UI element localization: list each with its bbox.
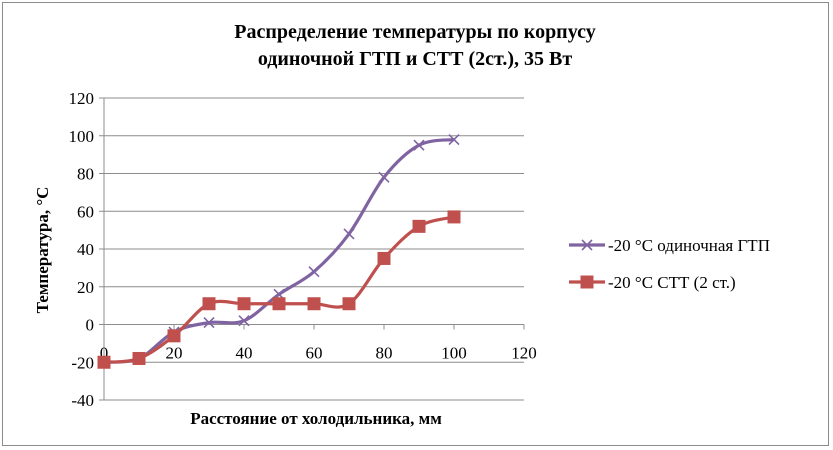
series-1-point-10 xyxy=(447,210,461,224)
y-axis-title: Температура, °С xyxy=(33,187,52,314)
series-line-0 xyxy=(103,137,455,364)
x-axis-title: Расстояние от холодильника, мм xyxy=(190,409,442,428)
series-0-point-8-stroke-b xyxy=(378,171,390,183)
series-0-point-3 xyxy=(203,317,215,329)
series-0-point-9 xyxy=(413,139,425,151)
legend-marker-0 xyxy=(581,239,593,251)
series-1-point-2 xyxy=(167,329,181,343)
x-tick-label-3: 60 xyxy=(306,344,323,363)
chart-title-line-1: Распределение температуры по корпусу xyxy=(234,21,595,43)
series-0-point-3-stroke-b xyxy=(203,317,215,329)
series-0-point-7 xyxy=(343,228,355,240)
x-tick-label-4: 80 xyxy=(376,344,393,363)
y-tick-label-7: 100 xyxy=(69,127,95,146)
series-0-point-8 xyxy=(378,171,390,183)
y-tick-label-0: -40 xyxy=(71,391,94,410)
x-tick-label-1: 20 xyxy=(166,344,183,363)
series-1 xyxy=(97,210,461,369)
series-1-point-6 xyxy=(307,297,321,311)
series-1-point-7 xyxy=(342,297,356,311)
legend-entry-0: -20 °С одиночная ГТП xyxy=(569,236,770,255)
x-tick-label-5: 100 xyxy=(441,344,467,363)
chart-title-line-2: одиночной ГТП и СТТ (2ст.), 35 Вт xyxy=(258,48,573,70)
y-tick-label-6: 80 xyxy=(77,165,94,184)
series-1-point-5 xyxy=(272,297,286,311)
x-tick-label-0: 0 xyxy=(100,344,109,363)
chart-svg: Распределение температуры по корпусу оди… xyxy=(33,21,770,428)
legend-label-1: -20 °С СТТ (2 ст.) xyxy=(608,273,736,292)
y-tick-label-4: 40 xyxy=(77,240,94,259)
series-1-point-1 xyxy=(132,351,146,365)
chart-frame: Распределение температуры по корпусу оди… xyxy=(2,2,829,446)
series-0 xyxy=(98,133,460,368)
series-0-point-9-stroke-b xyxy=(413,139,425,151)
series-0-point-6 xyxy=(308,266,320,278)
series-0-point-4-stroke-b xyxy=(238,315,250,327)
series-1-point-4 xyxy=(237,297,251,311)
x-tick-label-6: 120 xyxy=(511,344,537,363)
y-tick-labels: -40 -20 0 20 40 60 80 100 120 xyxy=(69,89,95,410)
series-1-point-3 xyxy=(202,297,216,311)
series-1-point-8 xyxy=(377,251,391,265)
series-line-1 xyxy=(103,215,455,364)
y-tick-label-1: -20 xyxy=(71,353,94,372)
series-0-point-6-stroke-b xyxy=(308,266,320,278)
y-tick-label-8: 120 xyxy=(69,89,95,108)
series-0-point-4 xyxy=(238,315,250,327)
legend: -20 °С одиночная ГТП -20 °С СТТ (2 ст.) xyxy=(569,236,770,292)
series-0-point-10 xyxy=(448,133,460,146)
legend-entry-1: -20 °С СТТ (2 ст.) xyxy=(569,273,736,292)
legend-marker-1 xyxy=(580,275,594,289)
y-tick-label-2: 0 xyxy=(86,316,95,335)
y-tick-label-5: 60 xyxy=(77,202,94,221)
series-1-point-9 xyxy=(412,219,426,233)
x-tick-label-2: 40 xyxy=(236,344,253,363)
series-0-point-7-stroke-b xyxy=(343,228,355,240)
series-1-point-0 xyxy=(97,355,111,369)
axes xyxy=(99,97,525,401)
x-tick-labels: 0 20 40 60 80 100 120 xyxy=(100,344,537,363)
series-0-point-10-stroke-b xyxy=(448,133,460,146)
legend-marker-0-stroke-b xyxy=(581,239,593,251)
series-group xyxy=(97,133,461,369)
legend-label-0: -20 °С одиночная ГТП xyxy=(608,236,770,255)
y-tick-label-3: 20 xyxy=(77,278,94,297)
